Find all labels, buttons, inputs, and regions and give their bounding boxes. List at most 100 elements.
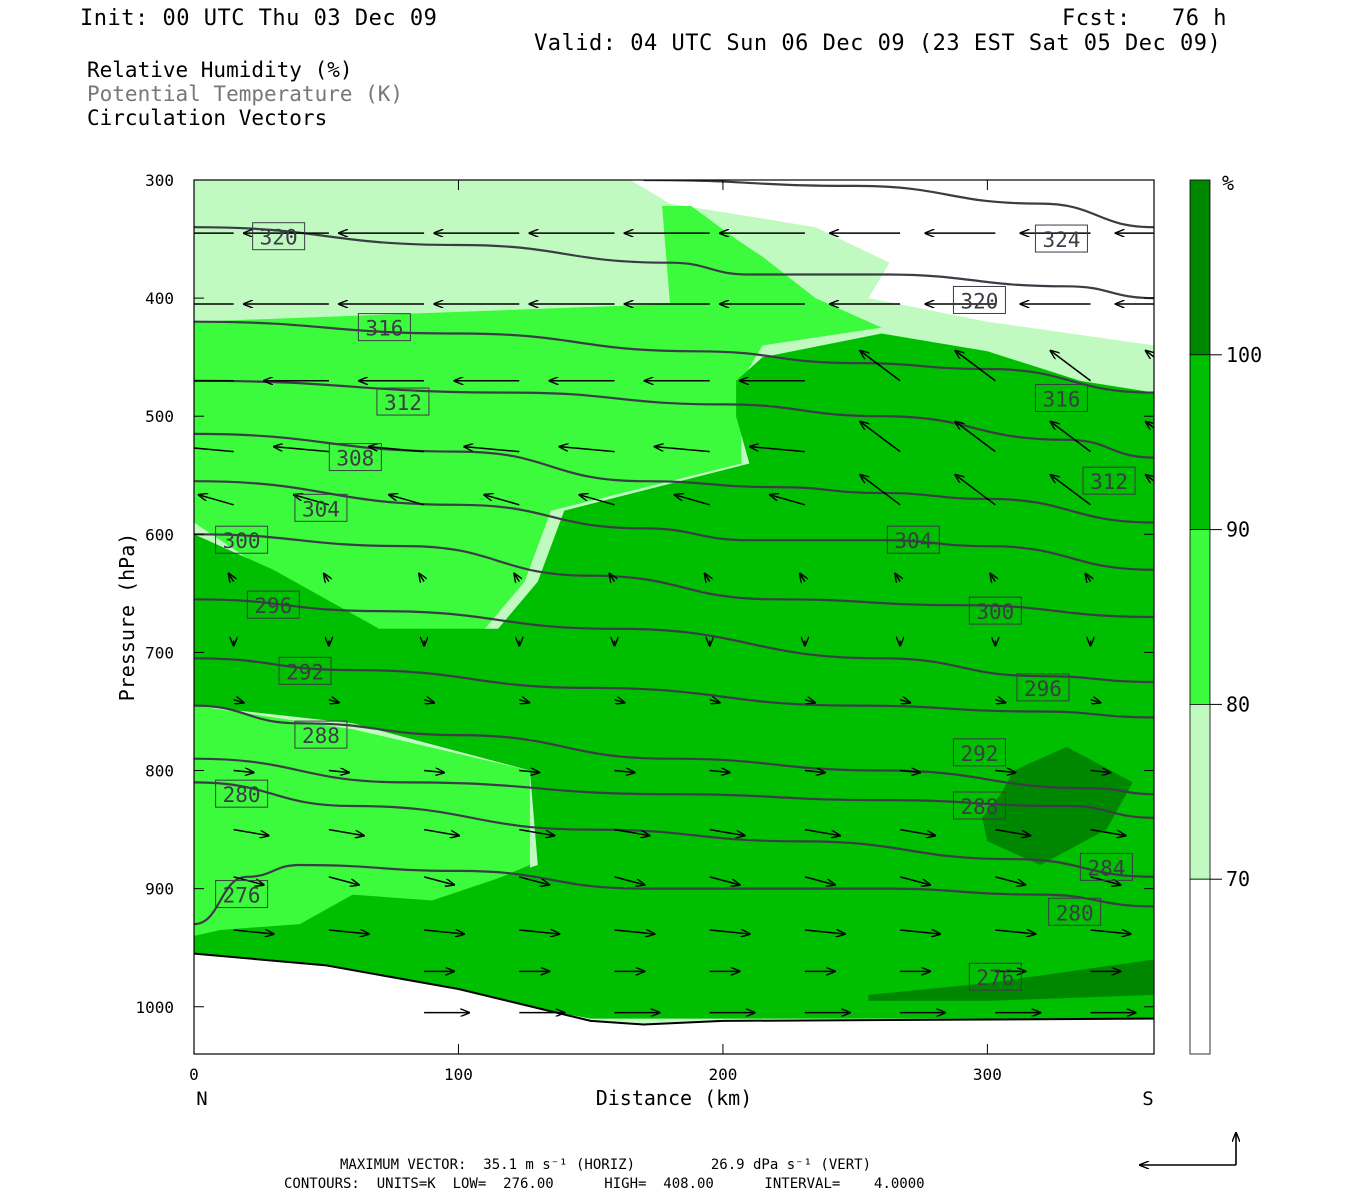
colorbar-swatch-1 <box>1189 354 1211 530</box>
svg-text:304: 304 <box>894 529 932 553</box>
vector-arrow-55 <box>229 574 234 582</box>
svg-text:316: 316 <box>1042 388 1080 412</box>
isentrope-304 <box>194 480 1154 571</box>
vector-arrow-96 <box>995 771 1015 773</box>
svg-text:324: 324 <box>1042 228 1080 252</box>
vector-arrow-118 <box>995 876 1025 885</box>
vector-arrow-54 <box>1146 475 1154 505</box>
vector-arrow-99 <box>233 828 269 836</box>
contour-label-296: 296 <box>1016 673 1070 702</box>
rh-fill-gt-100-b <box>868 959 1154 1001</box>
isentrope-312 <box>194 379 1154 459</box>
contour-label-276: 276 <box>968 962 1022 991</box>
vector-arrow-62 <box>895 574 900 582</box>
svg-text:296: 296 <box>254 594 292 618</box>
vector-arrow-105 <box>804 828 840 836</box>
vector-arrow-116 <box>804 876 835 885</box>
vector-arrow-29 <box>860 351 901 382</box>
vector-arrow-50 <box>770 495 806 506</box>
contour-label-292: 292 <box>952 738 1006 767</box>
isentrope-292 <box>194 657 1154 719</box>
vector-arrow-64 <box>1086 574 1091 582</box>
vector-arrow-89 <box>328 771 349 773</box>
contour-label-288: 288 <box>294 720 348 749</box>
max-vector-note: MAXIMUM VECTOR: 35.1 m s⁻¹ (HORIZ) 26.9 … <box>340 1157 872 1173</box>
contour-label-300: 300 <box>215 525 269 554</box>
vector-arrow-58 <box>514 574 519 582</box>
svg-text:304: 304 <box>302 497 340 521</box>
svg-text:296: 296 <box>1024 677 1062 701</box>
rh-fill-90-100-c <box>379 894 533 1021</box>
vector-arrow-77 <box>233 700 244 703</box>
vector-arrow-36 <box>464 447 520 453</box>
y-tick-label-500: 500 <box>145 407 174 426</box>
contour-label-320: 320 <box>952 285 1006 314</box>
svg-text:276: 276 <box>976 966 1014 990</box>
contour-label-304: 304 <box>886 525 940 554</box>
vector-arrow-79 <box>423 700 434 703</box>
vector-arrow-46 <box>389 495 425 506</box>
vector-arrow-108 <box>1090 828 1126 836</box>
contour-label-300: 300 <box>968 596 1022 625</box>
svg-text:312: 312 <box>1090 470 1128 494</box>
init-time: Init: 00 UTC Thu 03 Dec 09 <box>80 6 438 31</box>
contour-label-280: 280 <box>1048 897 1102 926</box>
vector-arrow-81 <box>614 700 624 703</box>
vector-arrow-80 <box>519 700 529 703</box>
isentrope-284 <box>194 757 1154 819</box>
colorbar-label-80: 80 <box>1226 692 1250 716</box>
contour-note: CONTOURS: UNITS=K LOW= 276.00 HIGH= 408.… <box>284 1176 925 1192</box>
vector-arrow-52 <box>955 475 996 506</box>
vector-arrow-88 <box>233 771 254 773</box>
vector-arrow-40 <box>860 422 901 453</box>
vector-arrow-123 <box>424 930 464 934</box>
ground-line <box>194 952 1154 1026</box>
vector-arrow-41 <box>955 422 996 453</box>
colorbar-swatch-2 <box>1189 529 1211 705</box>
y-tick-label-800: 800 <box>145 762 174 781</box>
vector-arrow-113 <box>519 876 549 885</box>
svg-text:312: 312 <box>384 391 422 415</box>
vector-arrow-93 <box>709 771 730 773</box>
vector-arrow-42 <box>1051 422 1091 453</box>
contour-label-316: 316 <box>357 313 411 342</box>
vector-arrow-91 <box>519 771 539 773</box>
vector-arrow-65 <box>1181 574 1186 582</box>
vector-arrow-129 <box>995 930 1035 934</box>
vector-arrow-122 <box>328 930 369 934</box>
plot-frame <box>193 179 1155 1055</box>
vector-arrow-33 <box>194 447 234 453</box>
svg-text:276: 276 <box>223 884 261 908</box>
vector-arrow-130 <box>1090 930 1131 934</box>
vector-arrow-30 <box>955 351 996 382</box>
vector-arrow-102 <box>519 828 554 836</box>
isentrope-320 <box>194 226 1154 300</box>
vector-arrow-39 <box>750 447 805 453</box>
vector-arrow-126 <box>709 930 750 934</box>
isentrope-316 <box>194 320 1154 394</box>
vector-arrow-92 <box>614 771 634 773</box>
rh-fill-90-100 <box>194 333 1154 1019</box>
svg-text:292: 292 <box>960 742 998 766</box>
svg-text:284: 284 <box>1087 856 1125 880</box>
vector-arrow-94 <box>804 771 825 773</box>
vector-arrow-45 <box>294 495 330 506</box>
vector-arrow-121 <box>233 930 274 934</box>
isentrope-300 <box>194 533 1154 619</box>
vector-arrow-114 <box>614 876 644 885</box>
x-end-label-south: S <box>1142 1088 1153 1110</box>
y-tick-label-700: 700 <box>145 643 174 662</box>
vector-arrow-48 <box>579 495 615 506</box>
svg-text:316: 316 <box>365 317 403 341</box>
vector-arrow-101 <box>423 828 459 836</box>
x-tick-label-0: 0 <box>189 1065 199 1084</box>
contour-label-276: 276 <box>215 880 269 909</box>
contour-label-280: 280 <box>215 779 269 808</box>
vector-arrow-84 <box>899 700 910 703</box>
below-ground-mask <box>194 953 1154 1054</box>
vector-arrow-63 <box>990 574 995 582</box>
vector-arrow-103 <box>614 828 649 836</box>
vector-arrow-125 <box>614 930 654 934</box>
vector-arrow-61 <box>800 574 805 582</box>
